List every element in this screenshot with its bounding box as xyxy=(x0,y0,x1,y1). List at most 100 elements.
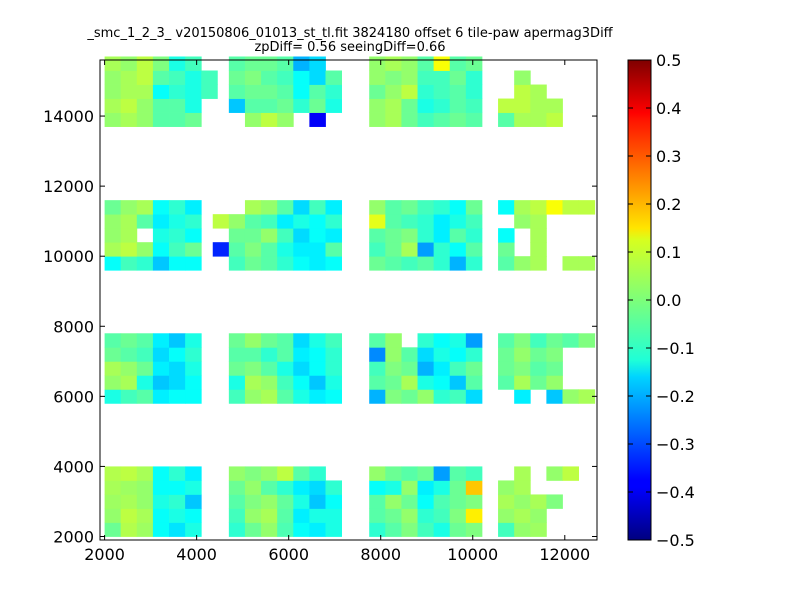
heatmap-cell xyxy=(261,480,278,495)
heatmap-cell xyxy=(433,214,451,229)
heatmap-cell xyxy=(120,70,138,85)
heatmap-cell xyxy=(433,256,451,271)
heatmap-cell xyxy=(120,347,138,362)
heatmap-cell xyxy=(261,347,278,362)
y-tick-label: 4000 xyxy=(53,457,94,476)
heatmap-cell xyxy=(104,494,122,509)
heatmap-cell xyxy=(120,200,138,215)
heatmap-cell xyxy=(185,112,202,127)
heatmap-cell xyxy=(369,242,386,257)
heatmap-cell xyxy=(136,494,154,509)
colorbar-tick-label: −0.3 xyxy=(656,435,695,454)
heatmap-cell xyxy=(514,70,531,85)
heatmap-cell xyxy=(514,112,531,127)
y-tick-label: 10000 xyxy=(43,247,94,266)
heatmap-cell xyxy=(309,200,326,215)
heatmap-cell xyxy=(369,466,386,481)
heatmap-cell xyxy=(136,522,154,537)
heatmap-cell xyxy=(104,466,122,481)
y-axis: 2000 4000 6000 8000 10000 12000 14000 xyxy=(43,107,597,546)
heatmap-cell xyxy=(136,56,154,71)
heatmap-cell xyxy=(385,494,402,509)
heatmap-cell xyxy=(293,389,310,404)
heatmap-cell xyxy=(325,98,342,113)
heatmap-cell xyxy=(514,214,531,229)
heatmap-cell xyxy=(152,56,170,71)
heatmap-cell xyxy=(325,200,342,215)
heatmap-cell xyxy=(104,522,122,537)
heatmap-cell xyxy=(498,508,515,523)
heatmap-cell xyxy=(498,522,515,537)
heatmap-cell xyxy=(369,347,386,362)
heatmap-cell xyxy=(152,508,170,523)
heatmap-cell xyxy=(401,228,418,243)
heatmap-cell xyxy=(309,466,326,481)
heatmap-cell xyxy=(169,347,186,362)
heatmap-cell xyxy=(152,522,170,537)
heatmap-cell xyxy=(449,522,467,537)
heatmap-cell xyxy=(136,347,154,362)
heatmap-cell xyxy=(325,522,342,537)
heatmap-cell xyxy=(401,480,418,495)
heatmap-cell xyxy=(385,70,402,85)
heatmap-cell xyxy=(244,70,262,85)
x-tick-label: 10000 xyxy=(447,545,498,564)
heatmap-cell xyxy=(185,333,202,348)
heatmap-cell xyxy=(293,375,310,390)
heatmap-cell xyxy=(104,389,122,404)
heatmap-cell xyxy=(152,228,170,243)
heatmap-cell xyxy=(136,389,154,404)
heatmap-cell xyxy=(465,228,483,243)
heatmap-cell xyxy=(546,347,563,362)
heatmap-cell xyxy=(309,333,326,348)
heatmap-cell xyxy=(530,375,547,390)
heatmap-cell xyxy=(277,98,294,113)
heatmap-cell xyxy=(169,98,186,113)
heatmap-cell xyxy=(277,508,294,523)
heatmap-cell xyxy=(120,56,138,71)
heatmap-cell xyxy=(514,494,531,509)
heatmap-cell xyxy=(277,333,294,348)
heatmap-cell xyxy=(293,214,310,229)
heatmap-cell xyxy=(185,466,202,481)
heatmap-cell xyxy=(417,480,435,495)
heatmap-cell xyxy=(169,228,186,243)
heatmap-cell xyxy=(152,389,170,404)
heatmap-cell xyxy=(185,361,202,376)
heatmap-cell xyxy=(562,200,579,215)
heatmap-cell xyxy=(530,522,547,537)
heatmap-cell xyxy=(514,347,531,362)
heatmap-cell xyxy=(261,494,278,509)
heatmap-cell xyxy=(433,333,451,348)
heatmap-cell xyxy=(401,200,418,215)
heatmap-cell xyxy=(309,112,326,127)
heatmap-cell xyxy=(465,200,483,215)
heatmap-cell xyxy=(228,84,246,99)
y-tick-label: 14000 xyxy=(43,107,94,126)
heatmap-cell xyxy=(277,200,294,215)
plot-frame xyxy=(99,59,598,541)
heatmap-cell xyxy=(433,389,451,404)
heatmap-cell xyxy=(228,494,246,509)
heatmap-cell xyxy=(309,70,326,85)
colorbar-tick-label: −0.5 xyxy=(656,531,695,550)
heatmap-cell xyxy=(369,84,386,99)
heatmap-cell xyxy=(433,70,451,85)
heatmap-cell xyxy=(104,214,122,229)
heatmap-cell xyxy=(152,112,170,127)
heatmap-cell xyxy=(169,389,186,404)
heatmap-cell xyxy=(449,347,467,362)
heatmap-cell xyxy=(169,333,186,348)
heatmap-cell xyxy=(417,522,435,537)
heatmap-cell xyxy=(169,508,186,523)
heatmap-cell xyxy=(401,56,418,71)
heatmap-cell xyxy=(417,214,435,229)
heatmap-cell xyxy=(293,347,310,362)
heatmap-cell xyxy=(325,508,342,523)
heatmap-cell xyxy=(433,228,451,243)
heatmap-cell xyxy=(244,347,262,362)
y-tick-label: 6000 xyxy=(53,387,94,406)
heatmap-cell xyxy=(514,522,531,537)
heatmap-cell xyxy=(277,347,294,362)
heatmap-cell xyxy=(514,256,531,271)
